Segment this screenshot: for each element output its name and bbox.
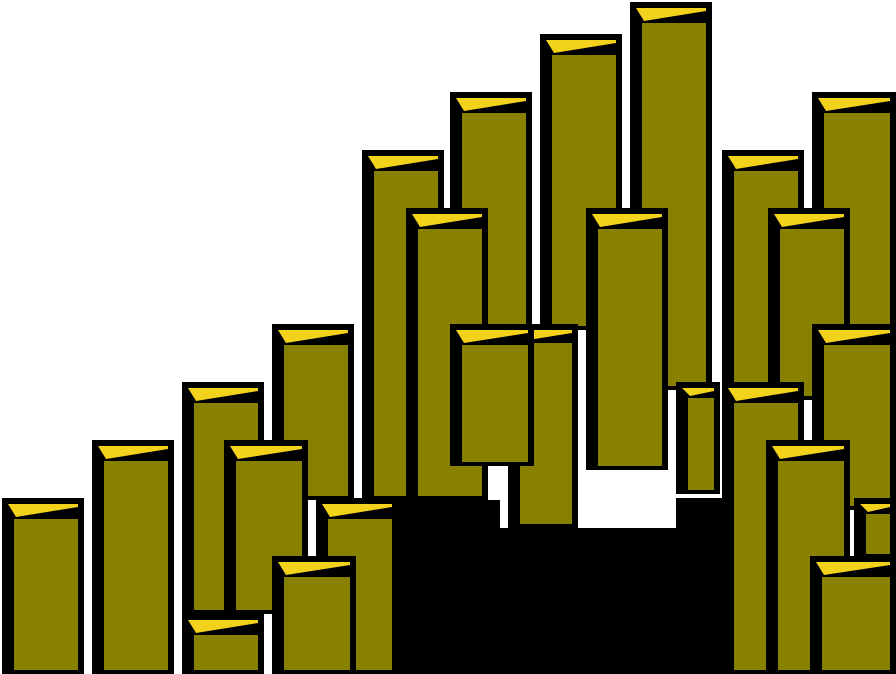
pillar-top (818, 98, 890, 111)
pillar (2, 498, 84, 674)
pillar-face (104, 461, 168, 670)
pillar (182, 614, 264, 674)
pillar-top (546, 40, 616, 53)
pillar-top (728, 388, 798, 401)
pillar-face (14, 519, 78, 670)
cavity-shadow (398, 498, 740, 674)
pillar-top (728, 156, 798, 169)
pillar-top (456, 330, 528, 343)
pillar-top (816, 562, 890, 575)
pillar-top (772, 446, 844, 459)
pillar-shadow-layer (398, 498, 740, 674)
pillar-top (456, 98, 526, 111)
pillar-face (822, 577, 890, 670)
pillar (586, 208, 668, 470)
pillar-top (278, 330, 348, 343)
pillar-top (592, 214, 662, 227)
pillar-top (818, 330, 890, 343)
pillar (812, 324, 896, 510)
pillar (272, 324, 354, 500)
pillar-top (774, 214, 844, 227)
pillar-top (860, 504, 890, 512)
pillar-top (188, 388, 258, 401)
pillar-top (636, 8, 706, 21)
pillar (450, 324, 534, 466)
pillar (810, 556, 896, 674)
pillar-face (194, 635, 258, 670)
pillar-top (412, 214, 482, 227)
pillar (272, 556, 356, 674)
pillar-top (322, 504, 392, 517)
pillar-top (230, 446, 302, 459)
pillar-face (688, 398, 714, 490)
pillar-top (278, 562, 350, 575)
pillar (854, 498, 896, 558)
pillar-face (284, 577, 350, 670)
pillar-face (598, 229, 662, 466)
pillar-top (98, 446, 168, 459)
pillar-top (368, 156, 438, 169)
pillar-face (462, 345, 528, 462)
pillar-top (188, 620, 258, 633)
pillar-top (682, 388, 714, 396)
pillar (676, 382, 720, 494)
pillar (92, 440, 174, 674)
pillar-top (8, 504, 78, 517)
pillar-face (866, 514, 890, 554)
